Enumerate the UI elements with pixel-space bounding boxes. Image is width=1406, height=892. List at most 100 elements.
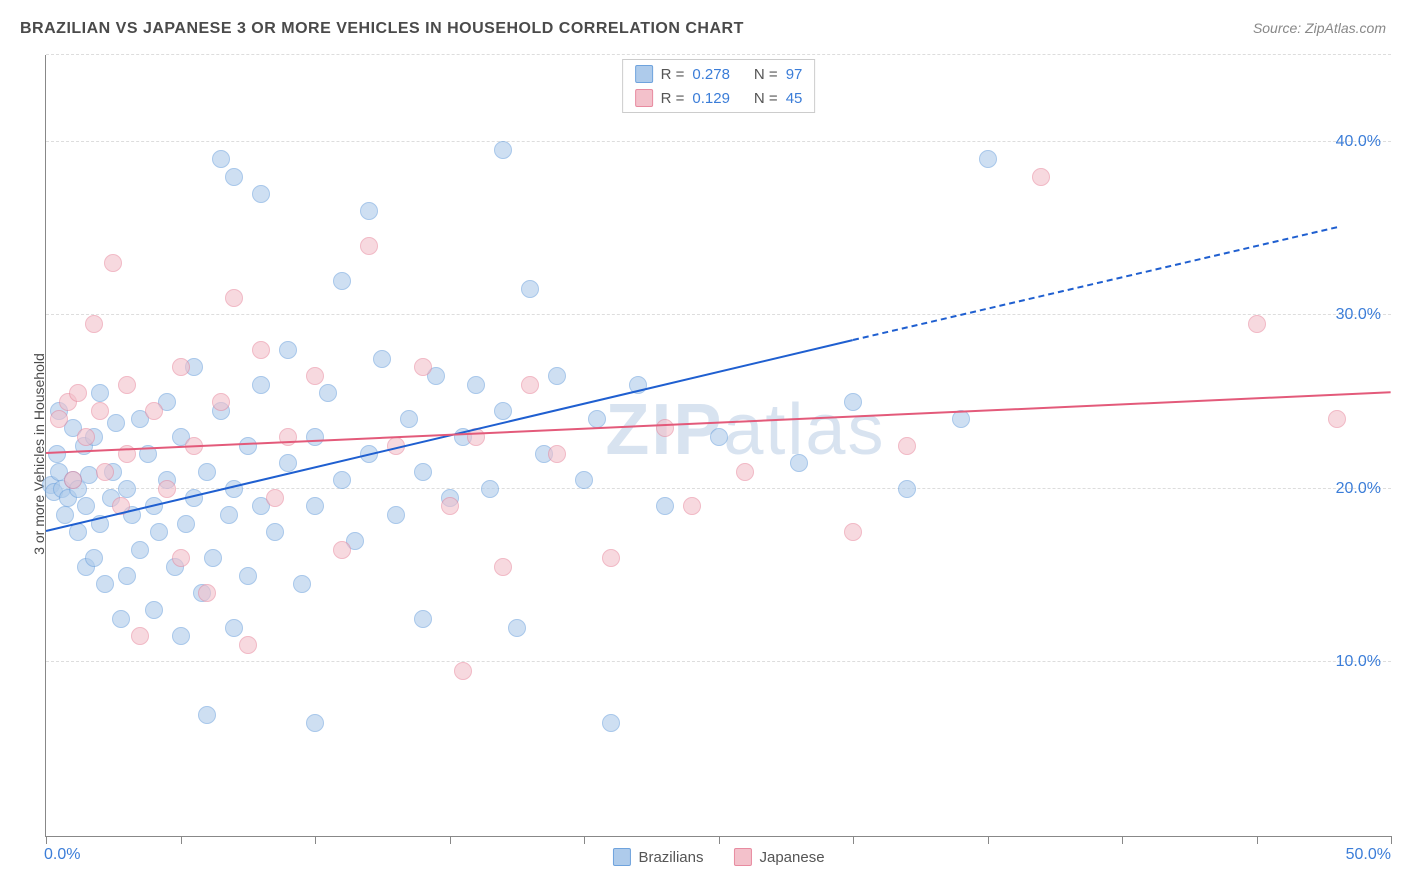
data-point <box>80 466 98 484</box>
data-point <box>306 497 324 515</box>
data-point <box>1248 315 1266 333</box>
swatch-icon <box>733 848 751 866</box>
data-point <box>414 610 432 628</box>
data-point <box>225 289 243 307</box>
data-point <box>306 367 324 385</box>
data-point <box>131 627 149 645</box>
data-point <box>212 393 230 411</box>
data-point <box>414 358 432 376</box>
data-point <box>220 506 238 524</box>
data-point <box>177 515 195 533</box>
x-tick <box>1122 836 1123 844</box>
swatch-icon <box>635 65 653 83</box>
data-point <box>441 497 459 515</box>
x-tick <box>450 836 451 844</box>
data-point <box>844 393 862 411</box>
data-point <box>494 402 512 420</box>
data-point <box>107 414 125 432</box>
data-point <box>602 714 620 732</box>
data-point <box>118 376 136 394</box>
data-point <box>979 150 997 168</box>
data-point <box>77 497 95 515</box>
swatch-icon <box>612 848 630 866</box>
data-point <box>494 141 512 159</box>
data-point <box>91 384 109 402</box>
source-label: Source: ZipAtlas.com <box>1253 20 1386 36</box>
data-point <box>212 150 230 168</box>
data-point <box>56 506 74 524</box>
data-point <box>239 636 257 654</box>
data-point <box>575 471 593 489</box>
data-point <box>104 254 122 272</box>
data-point <box>898 437 916 455</box>
data-point <box>172 549 190 567</box>
data-point <box>96 575 114 593</box>
data-point <box>239 437 257 455</box>
stats-row-brazilians: R = 0.278 N = 97 <box>623 62 815 86</box>
data-point <box>400 410 418 428</box>
y-tick-label: 40.0% <box>1336 133 1381 151</box>
gridline <box>46 54 1391 55</box>
data-point <box>333 272 351 290</box>
data-point <box>64 471 82 489</box>
data-point <box>360 202 378 220</box>
series-legend: Brazilians Japanese <box>612 848 824 866</box>
legend-item-japanese: Japanese <box>733 848 824 866</box>
data-point <box>96 463 114 481</box>
data-point <box>112 610 130 628</box>
data-point <box>293 575 311 593</box>
data-point <box>521 376 539 394</box>
data-point <box>204 549 222 567</box>
data-point <box>333 471 351 489</box>
stats-legend: R = 0.278 N = 97 R = 0.129 N = 45 <box>622 59 816 113</box>
n-value: 45 <box>786 90 803 107</box>
r-value: 0.278 <box>692 66 730 83</box>
data-point <box>266 489 284 507</box>
n-value: 97 <box>786 66 803 83</box>
data-point <box>131 541 149 559</box>
data-point <box>279 454 297 472</box>
data-point <box>710 428 728 446</box>
data-point <box>373 350 391 368</box>
data-point <box>69 384 87 402</box>
data-point <box>414 463 432 481</box>
gridline <box>46 488 1391 489</box>
gridline <box>46 141 1391 142</box>
data-point <box>548 367 566 385</box>
data-point <box>467 376 485 394</box>
data-point <box>172 627 190 645</box>
data-point <box>481 480 499 498</box>
x-tick <box>46 836 47 844</box>
data-point <box>252 376 270 394</box>
data-point <box>736 463 754 481</box>
data-point <box>279 341 297 359</box>
data-point <box>158 480 176 498</box>
data-point <box>198 584 216 602</box>
stats-row-japanese: R = 0.129 N = 45 <box>623 86 815 110</box>
x-tick <box>853 836 854 844</box>
x-tick <box>584 836 585 844</box>
x-tick <box>719 836 720 844</box>
data-point <box>50 410 68 428</box>
data-point <box>602 549 620 567</box>
plot-area: ZIPatlas R = 0.278 N = 97 R = 0.129 N = … <box>45 55 1391 837</box>
x-origin-label: 0.0% <box>44 846 80 864</box>
data-point <box>1032 168 1050 186</box>
data-point <box>239 567 257 585</box>
data-point <box>118 567 136 585</box>
data-point <box>387 506 405 524</box>
data-point <box>145 601 163 619</box>
chart-title: BRAZILIAN VS JAPANESE 3 OR MORE VEHICLES… <box>20 20 1386 38</box>
gridline <box>46 314 1391 315</box>
data-point <box>85 549 103 567</box>
data-point <box>198 463 216 481</box>
data-point <box>494 558 512 576</box>
data-point <box>548 445 566 463</box>
x-end-label: 50.0% <box>1346 846 1391 864</box>
x-tick <box>988 836 989 844</box>
y-tick-label: 10.0% <box>1336 653 1381 671</box>
y-tick-label: 20.0% <box>1336 480 1381 498</box>
x-tick <box>1257 836 1258 844</box>
y-tick-label: 30.0% <box>1336 306 1381 324</box>
data-point <box>508 619 526 637</box>
